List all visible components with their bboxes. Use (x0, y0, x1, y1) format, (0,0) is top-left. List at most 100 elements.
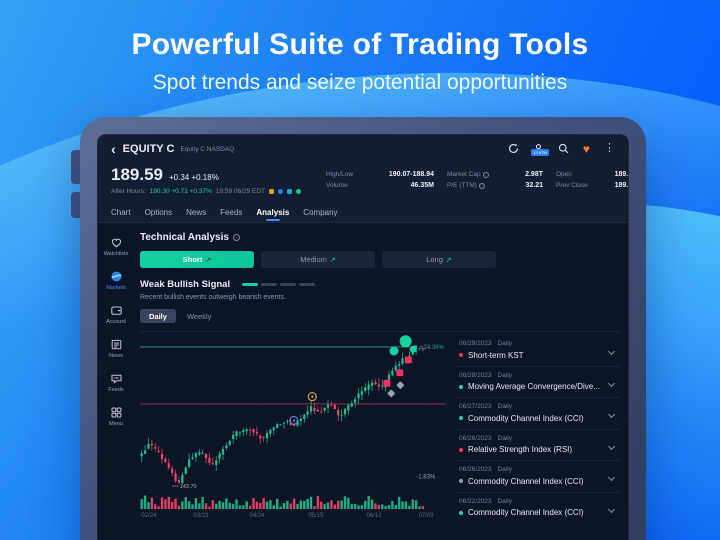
stat-pe-ttm: P/E (TTM) i 32.21 (447, 182, 543, 189)
period-toggle: Daily Weekly (140, 309, 620, 323)
stat-volume: Volume 46.35M (326, 182, 434, 189)
status-badge: 12.8TM (531, 149, 549, 156)
price-block: 189.59 +0.34 +0.18% After Hours: 190.30 … (111, 165, 326, 195)
signal-list-item[interactable]: 06/22/2023 Daily Commodity Channel Index … (456, 493, 620, 524)
hero: Powerful Suite of Trading Tools Spot tre… (0, 28, 720, 95)
horizon-medium-button[interactable]: Medium ↗ (261, 251, 375, 268)
hero-title: Powerful Suite of Trading Tools (131, 28, 589, 61)
signal-description: Recent bullish events outweigh bearish e… (140, 294, 286, 301)
last-price: 189.59 (111, 165, 163, 184)
back-icon[interactable]: ‹ (111, 140, 116, 157)
symbol-exchange: Equity C NASDAQ (180, 146, 235, 153)
quote-header-section: ‹ EQUITY C Equity C NASDAQ 12.8TM (98, 135, 628, 202)
sidebar-item-watchlists[interactable]: Watchlists (98, 236, 134, 257)
sidebar-item-feeds[interactable]: Feeds (98, 372, 134, 393)
info-icon: i (478, 182, 485, 189)
sidebar-item-markets[interactable]: Markets (98, 270, 134, 291)
kebab-menu-icon[interactable]: ⋮ (604, 142, 615, 154)
candlestick-chart[interactable]: 02/24 03/23 04/24 05/15 06/12 07/09 +24.39% 143… (140, 335, 446, 521)
signal-dot (459, 384, 463, 389)
info-icon: - (482, 171, 489, 178)
tablet-device: ‹ EQUITY C Equity C NASDAQ 12.8TM (80, 117, 646, 540)
grid-icon (111, 407, 121, 418)
svg-text:02/24: 02/24 (141, 513, 157, 519)
blue-badge-icon (278, 189, 284, 194)
heart-icon (111, 238, 121, 248)
signal-list-item[interactable]: 06/26/2023 Daily Commodity Channel Index … (456, 461, 620, 493)
after-hours-value: 190.30 +0.71 +0.37% (149, 188, 212, 195)
period-weekly-button[interactable]: Weekly (186, 311, 212, 321)
svg-text:06/12: 06/12 (367, 513, 383, 519)
signal-list-item[interactable]: 06/28/2023 Daily Moving Average Convergen… (456, 367, 620, 398)
stat-market-cap: Market Cap - 2.98T (447, 171, 543, 178)
info-icon[interactable]: i (232, 234, 240, 241)
signal-list: 06/29/2023 Daily Short-term KST 06/28/202… (456, 335, 620, 540)
sidebar-item-account[interactable]: Account (98, 304, 134, 325)
svg-text:03/23: 03/23 (193, 513, 209, 519)
trend-up-icon: ↗ (329, 256, 336, 264)
svg-text:05/15: 05/15 (308, 513, 324, 519)
app-screen: ‹ EQUITY C Equity C NASDAQ 12.8TM (97, 134, 629, 540)
chart-area: 02/24 03/23 04/24 05/15 06/12 07/09 +24.39% 143… (140, 335, 446, 540)
stat-high-low: High/Low 190.07-188.94 (326, 171, 434, 178)
period-daily-button[interactable]: Daily (140, 309, 176, 323)
signal-dot (459, 447, 463, 452)
chat-icon (111, 374, 121, 384)
favorite-heart-icon[interactable]: ♥ (582, 141, 590, 156)
header-icons: 12.8TM ♥ ⋮ (508, 141, 615, 156)
support-agent-icon[interactable]: 12.8TM (531, 143, 549, 156)
news-icon (111, 339, 121, 350)
svg-text:07/09: 07/09 (419, 513, 435, 519)
quote-stats: High/Low 190.07-188.94 Volume 46.35M Marke… (326, 165, 629, 195)
analysis-panel: Technical Analysis i Short ↗ Medium ↗ Long… (134, 223, 628, 538)
after-hours-label: After Hours: (111, 188, 146, 195)
tab-company[interactable]: Company (303, 207, 338, 217)
tab-analysis[interactable]: Analysis (256, 202, 289, 222)
green-badge-icon (296, 189, 302, 194)
search-icon[interactable] (558, 143, 569, 154)
sidebar-item-news[interactable]: News (98, 338, 134, 359)
tab-bar: Chart Options News Feeds Analysis Compan… (98, 202, 628, 223)
trend-up-icon: ↗ (205, 256, 212, 264)
price-change: +0.34 +0.18% (169, 173, 219, 182)
after-hours-line: After Hours: 190.30 +0.71 +0.37% 19:59 0… (111, 188, 326, 195)
wallet-icon (110, 306, 122, 315)
svg-text:-1.83%: -1.83% (416, 475, 436, 481)
app-body: Watchlists Markets Account News (98, 223, 628, 538)
svg-text:143.70: 143.70 (180, 484, 197, 490)
gold-badge-icon (269, 189, 275, 194)
signal-list-item[interactable]: 06/29/2023 Daily Short-term KST (456, 335, 620, 367)
hero-subtitle: Spot trends and seize potential opportun… (152, 71, 568, 94)
signal-dot (459, 479, 463, 483)
signal-dot (459, 510, 463, 515)
trend-up-icon: ↗ (445, 256, 452, 264)
symbol-name: EQUITY C (122, 142, 175, 155)
signal-list-item[interactable]: 06/26/2023 Daily Relative Strength Index … (456, 430, 620, 461)
tab-news[interactable]: News (186, 207, 207, 217)
signal-dot (459, 353, 463, 357)
app-header: ‹ EQUITY C Equity C NASDAQ 12.8TM (111, 135, 615, 162)
price-row: 189.59 +0.34 +0.18% After Hours: 190.30 … (111, 162, 628, 202)
horizon-short-button[interactable]: Short ↗ (140, 251, 254, 268)
teal-badge-icon (287, 189, 293, 194)
tab-feeds[interactable]: Feeds (220, 207, 243, 217)
sidebar-item-menu[interactable]: Menu (98, 406, 134, 427)
horizon-long-button[interactable]: Long ↗ (382, 251, 496, 268)
refresh-icon[interactable] (508, 143, 519, 154)
after-hours-time: 19:59 06/29 EDT (215, 188, 266, 195)
signal-title: Weak Bullish Signal (140, 279, 231, 290)
signal-dot (459, 416, 463, 420)
horizon-selector: Short ↗ Medium ↗ Long ↗ (140, 251, 620, 268)
section-title: Technical Analysis (140, 232, 229, 243)
tab-options[interactable]: Options (144, 207, 173, 217)
svg-text:+24.39%: +24.39% (420, 345, 445, 351)
globe-icon (110, 271, 121, 282)
signal-list-item[interactable]: 06/27/2023 Daily Commodity Channel Index … (456, 398, 620, 430)
tab-chart[interactable]: Chart (111, 207, 131, 217)
sidebar-nav: Watchlists Markets Account News (98, 223, 134, 538)
svg-text:04/24: 04/24 (249, 513, 265, 519)
signal-strength-meter (242, 282, 316, 287)
